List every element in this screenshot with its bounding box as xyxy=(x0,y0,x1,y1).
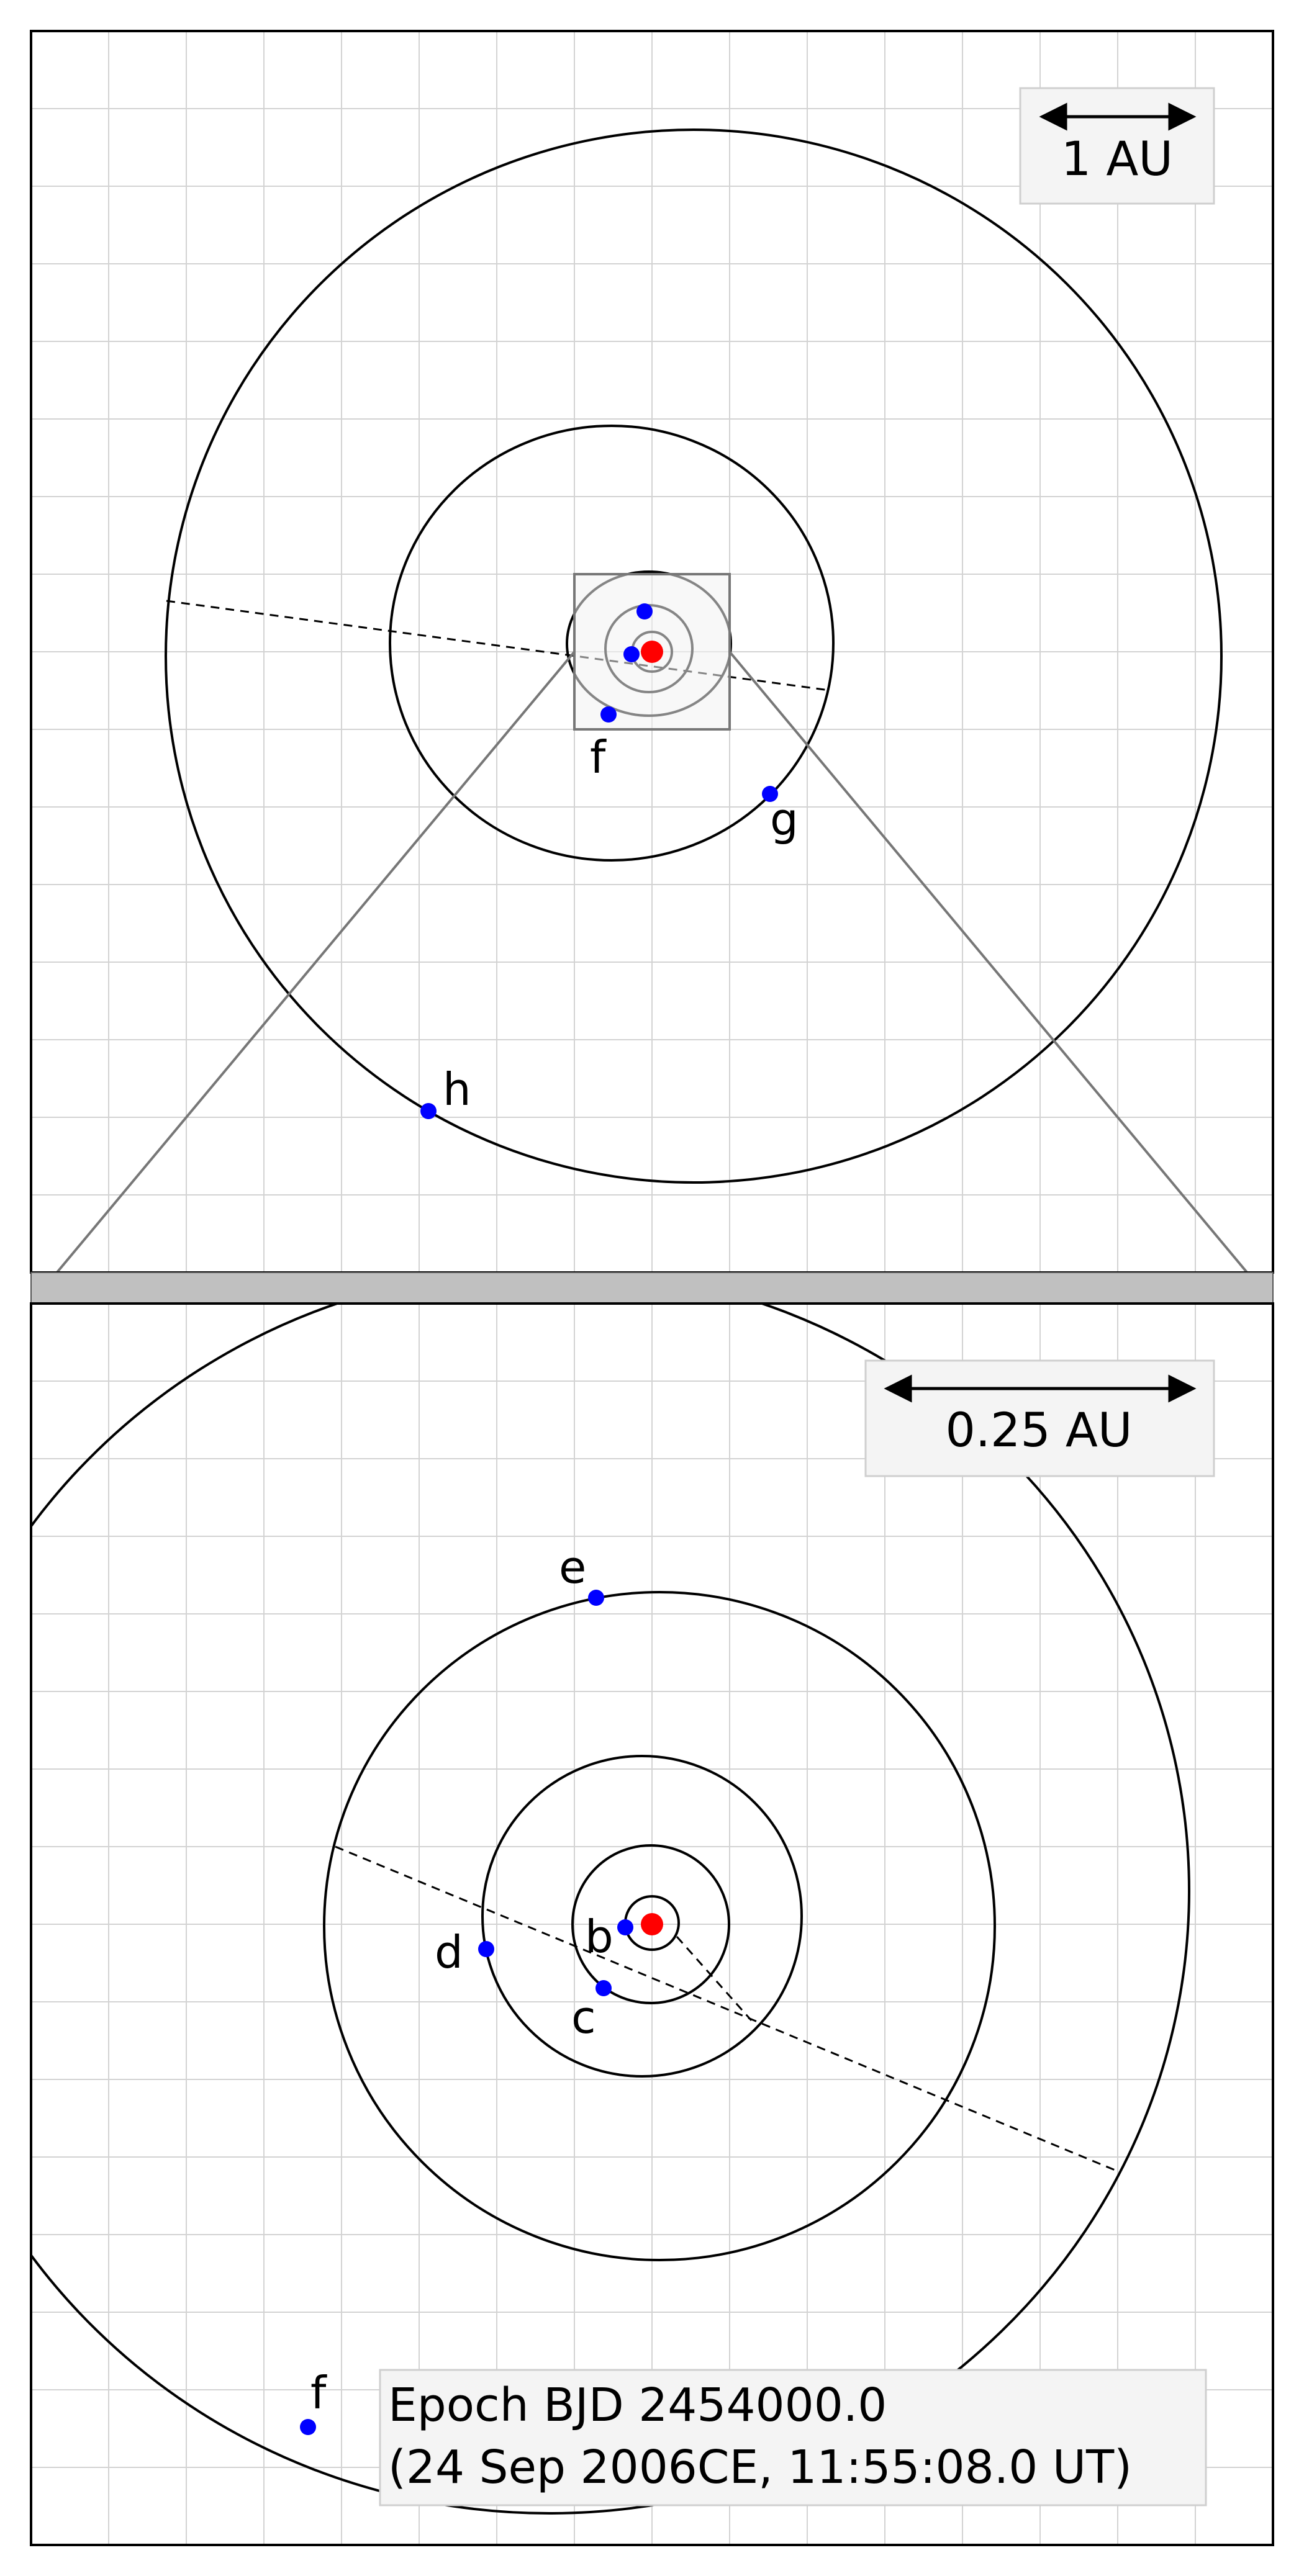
orbit-f-zoomed xyxy=(31,1304,1190,2515)
planet-f-label: f xyxy=(590,731,607,783)
orbit-g xyxy=(389,425,835,862)
epoch-label-box: Epoch BJD 2454000.0 (24 Sep 2006CE, 11:5… xyxy=(379,2369,1207,2506)
planet-e-label: e xyxy=(559,1541,586,1593)
bottom-panel: b c d e f 0.25 AU Epoch BJD 2454000.0 (2… xyxy=(30,1302,1274,2546)
bottom-periapsis-line-short xyxy=(676,1936,753,2021)
orbit-h xyxy=(165,128,1223,1184)
planet-h-dot xyxy=(420,1103,437,1119)
orbit-c xyxy=(571,1844,730,2004)
star-zoomed xyxy=(641,1913,663,1935)
top-panel: f g h 1 AU xyxy=(30,30,1274,1305)
planet-dot-inner-1 xyxy=(636,603,653,619)
planet-d-dot xyxy=(478,1941,494,1957)
orbit-d xyxy=(481,1755,803,2078)
planet-g-label: g xyxy=(770,793,799,845)
zoom-connector-right xyxy=(728,651,1274,1305)
bottom-scale-bar: 0.25 AU xyxy=(864,1359,1215,1477)
planet-c-label: c xyxy=(571,1991,596,2043)
planet-c-dot xyxy=(595,1980,612,1996)
bottom-scale-label: 0.25 AU xyxy=(946,1402,1133,1457)
bottom-panel-border xyxy=(30,1302,1274,2546)
top-scale-bar: 1 AU xyxy=(1019,87,1215,205)
zoom-connector-left xyxy=(30,651,576,1305)
zoom-band xyxy=(30,1272,1274,1304)
planet-d-label: d xyxy=(435,1926,463,1978)
planet-f-label-zoomed: f xyxy=(310,2367,327,2419)
planet-e-dot xyxy=(588,1590,604,1606)
planet-b-dot xyxy=(617,1919,633,1935)
planet-g-dot xyxy=(762,786,778,802)
planet-b-label: b xyxy=(585,1911,614,1963)
bottom-panel-grid xyxy=(31,1304,1273,2545)
epoch-line-1: Epoch BJD 2454000.0 xyxy=(388,2379,887,2432)
top-scale-label: 1 AU xyxy=(1061,131,1173,186)
planet-f-dot xyxy=(600,706,617,723)
bottom-panel-orbits xyxy=(31,1304,1190,2515)
planet-h-label: h xyxy=(443,1063,471,1115)
bottom-periapsis-line-long xyxy=(335,1845,1121,2174)
epoch-line-2: (24 Sep 2006CE, 11:55:08.0 UT) xyxy=(388,2441,1132,2494)
planet-dot-inner-2 xyxy=(623,646,640,662)
star xyxy=(641,641,663,663)
planet-f-dot-zoomed xyxy=(300,2419,316,2435)
orbit-e xyxy=(323,1591,996,2261)
